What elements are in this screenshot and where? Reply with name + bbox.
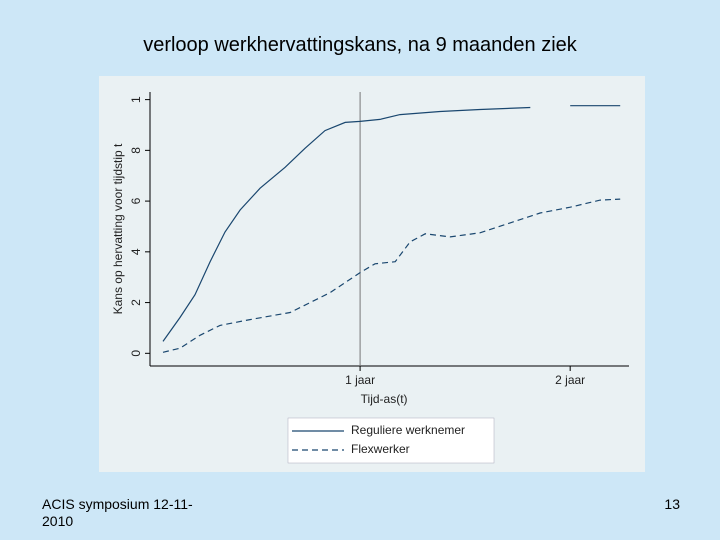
y-tick-label: 2 <box>129 299 143 306</box>
x-tick-label: 2 jaar <box>555 373 585 387</box>
legend-box <box>287 417 495 464</box>
series-line <box>162 198 621 353</box>
series-line <box>162 105 621 342</box>
x-axis-title: Tijd-as(t) <box>361 392 408 406</box>
y-axis-title: Kans op hervatting voor tijdstip t <box>111 143 125 314</box>
y-tick-label: 8 <box>129 147 143 154</box>
legend-label: Reguliere werknemer <box>351 423 465 437</box>
slide-title: verloop werkhervattingskans, na 9 maande… <box>143 34 577 56</box>
footer-text: ACIS symposium 12-11-2010 <box>42 496 193 529</box>
x-tick-label: 1 jaar <box>345 373 375 387</box>
y-tick-label: 0 <box>129 350 143 357</box>
y-tick-label: 4 <box>129 248 143 255</box>
legend-label: Flexwerker <box>351 442 410 456</box>
page-number: 13 <box>664 496 680 512</box>
y-tick-label: 1 <box>129 96 143 103</box>
graph-region <box>99 76 645 472</box>
y-tick-label: 6 <box>129 197 143 204</box>
